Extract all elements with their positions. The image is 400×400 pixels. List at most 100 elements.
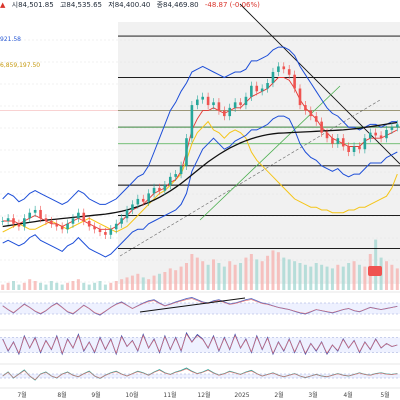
- candle-body: [168, 176, 172, 186]
- header-open: 시84,501.85: [11, 1, 54, 9]
- candle-body: [109, 229, 113, 235]
- volume-bar: [287, 259, 291, 290]
- candle-body: [293, 74, 296, 89]
- candle-body: [174, 174, 177, 177]
- volume-bar: [141, 277, 145, 290]
- volume-bar: [374, 239, 378, 290]
- volume-bar: [39, 282, 43, 290]
- candle-body: [6, 218, 10, 221]
- candle-body: [163, 185, 167, 191]
- candle-body: [223, 110, 226, 117]
- volume-bar: [44, 284, 48, 290]
- candle-body: [304, 105, 307, 111]
- candle-body: [331, 138, 334, 144]
- volume-value-label: 6,859,197.50: [0, 62, 41, 69]
- volume-bar: [309, 266, 313, 290]
- dashed-trend-line: [119, 99, 381, 257]
- candle-body: [336, 138, 340, 144]
- volume-bar: [341, 266, 345, 290]
- candle-body: [158, 187, 161, 191]
- volume-bar: [49, 281, 53, 290]
- volume-bar: [125, 277, 129, 290]
- volume-bar: [347, 263, 351, 290]
- volume-bar: [12, 281, 16, 290]
- oscillator3-panel-signal-line: [2, 368, 398, 380]
- header-low: 저84,400.40: [108, 1, 151, 9]
- bollinger-upper-line: [2, 46, 398, 205]
- volume-bar: [76, 279, 80, 290]
- volume-bar: [336, 264, 340, 290]
- downtrend-line: [239, 3, 400, 165]
- x-tick-label: 8월: [57, 391, 66, 399]
- volume-bar: [395, 268, 399, 290]
- oscillator2-panel-signal-line: [2, 333, 398, 354]
- volume-bar: [293, 261, 297, 290]
- volume-bar: [303, 264, 307, 290]
- volume-bar: [33, 281, 37, 290]
- current-price-marker: [368, 266, 382, 276]
- candle-body: [185, 138, 188, 166]
- candle-body: [212, 102, 215, 106]
- candle-body: [347, 146, 350, 152]
- bollinger-lower-line: [2, 115, 398, 258]
- ma-value-label: 921.58: [0, 36, 21, 43]
- candle-body: [239, 102, 242, 106]
- candle-body: [206, 96, 210, 106]
- volume-bar: [325, 266, 329, 290]
- volume-bar: [320, 264, 324, 290]
- volume-bar: [168, 268, 172, 290]
- oscillator1-panel-line: [2, 297, 398, 316]
- candle-body: [114, 223, 118, 230]
- volume-bar: [136, 273, 140, 290]
- volume-bar: [17, 284, 21, 290]
- volume-bar: [228, 261, 232, 290]
- candle-body: [141, 198, 145, 202]
- volume-bar: [212, 259, 216, 290]
- candle-body: [60, 226, 64, 230]
- volume-bar: [217, 263, 221, 290]
- candle-body: [39, 209, 42, 219]
- volume-bar: [157, 273, 161, 290]
- volume-bar: [384, 261, 388, 290]
- volume-bar: [201, 261, 205, 290]
- candle-body: [152, 187, 156, 194]
- candle-body: [368, 132, 372, 139]
- candle-body: [266, 83, 269, 89]
- candle-body: [120, 218, 123, 224]
- candle-body: [55, 223, 59, 227]
- candle-body: [136, 198, 140, 205]
- x-tick-label: 4월: [343, 391, 352, 399]
- candle-body: [23, 218, 26, 227]
- candle-body: [374, 132, 377, 136]
- volume-bar: [147, 279, 151, 290]
- volume-bar: [6, 282, 10, 290]
- volume-bar: [314, 263, 318, 290]
- candle-body: [93, 226, 96, 230]
- candle-body: [320, 121, 323, 133]
- candle-body: [314, 116, 318, 122]
- volume-bar: [206, 264, 210, 290]
- volume-bar: [260, 261, 264, 290]
- oscillator-trend-line: [139, 297, 246, 313]
- candle-body: [17, 223, 21, 227]
- volume-bar: [357, 264, 361, 290]
- volume-bar: [249, 254, 253, 290]
- volume-bar: [174, 270, 178, 290]
- volume-bar: [184, 263, 188, 290]
- candle-body: [125, 209, 129, 219]
- candle-body: [44, 218, 48, 221]
- candle-body: [271, 71, 275, 83]
- header-close: 종84,469.80: [156, 1, 199, 9]
- volume-bar: [352, 261, 356, 290]
- volume-bar: [71, 281, 75, 290]
- x-tick-label: 5월: [380, 391, 389, 399]
- oscillator2-panel-band: [0, 337, 400, 353]
- volume-bar: [244, 257, 248, 290]
- candle-body: [379, 135, 383, 139]
- oscillator1-panel-signal-line: [2, 298, 398, 315]
- candle-body: [358, 146, 361, 150]
- candle-body: [147, 193, 150, 202]
- candle-body: [50, 221, 53, 224]
- volume-bar: [239, 263, 243, 290]
